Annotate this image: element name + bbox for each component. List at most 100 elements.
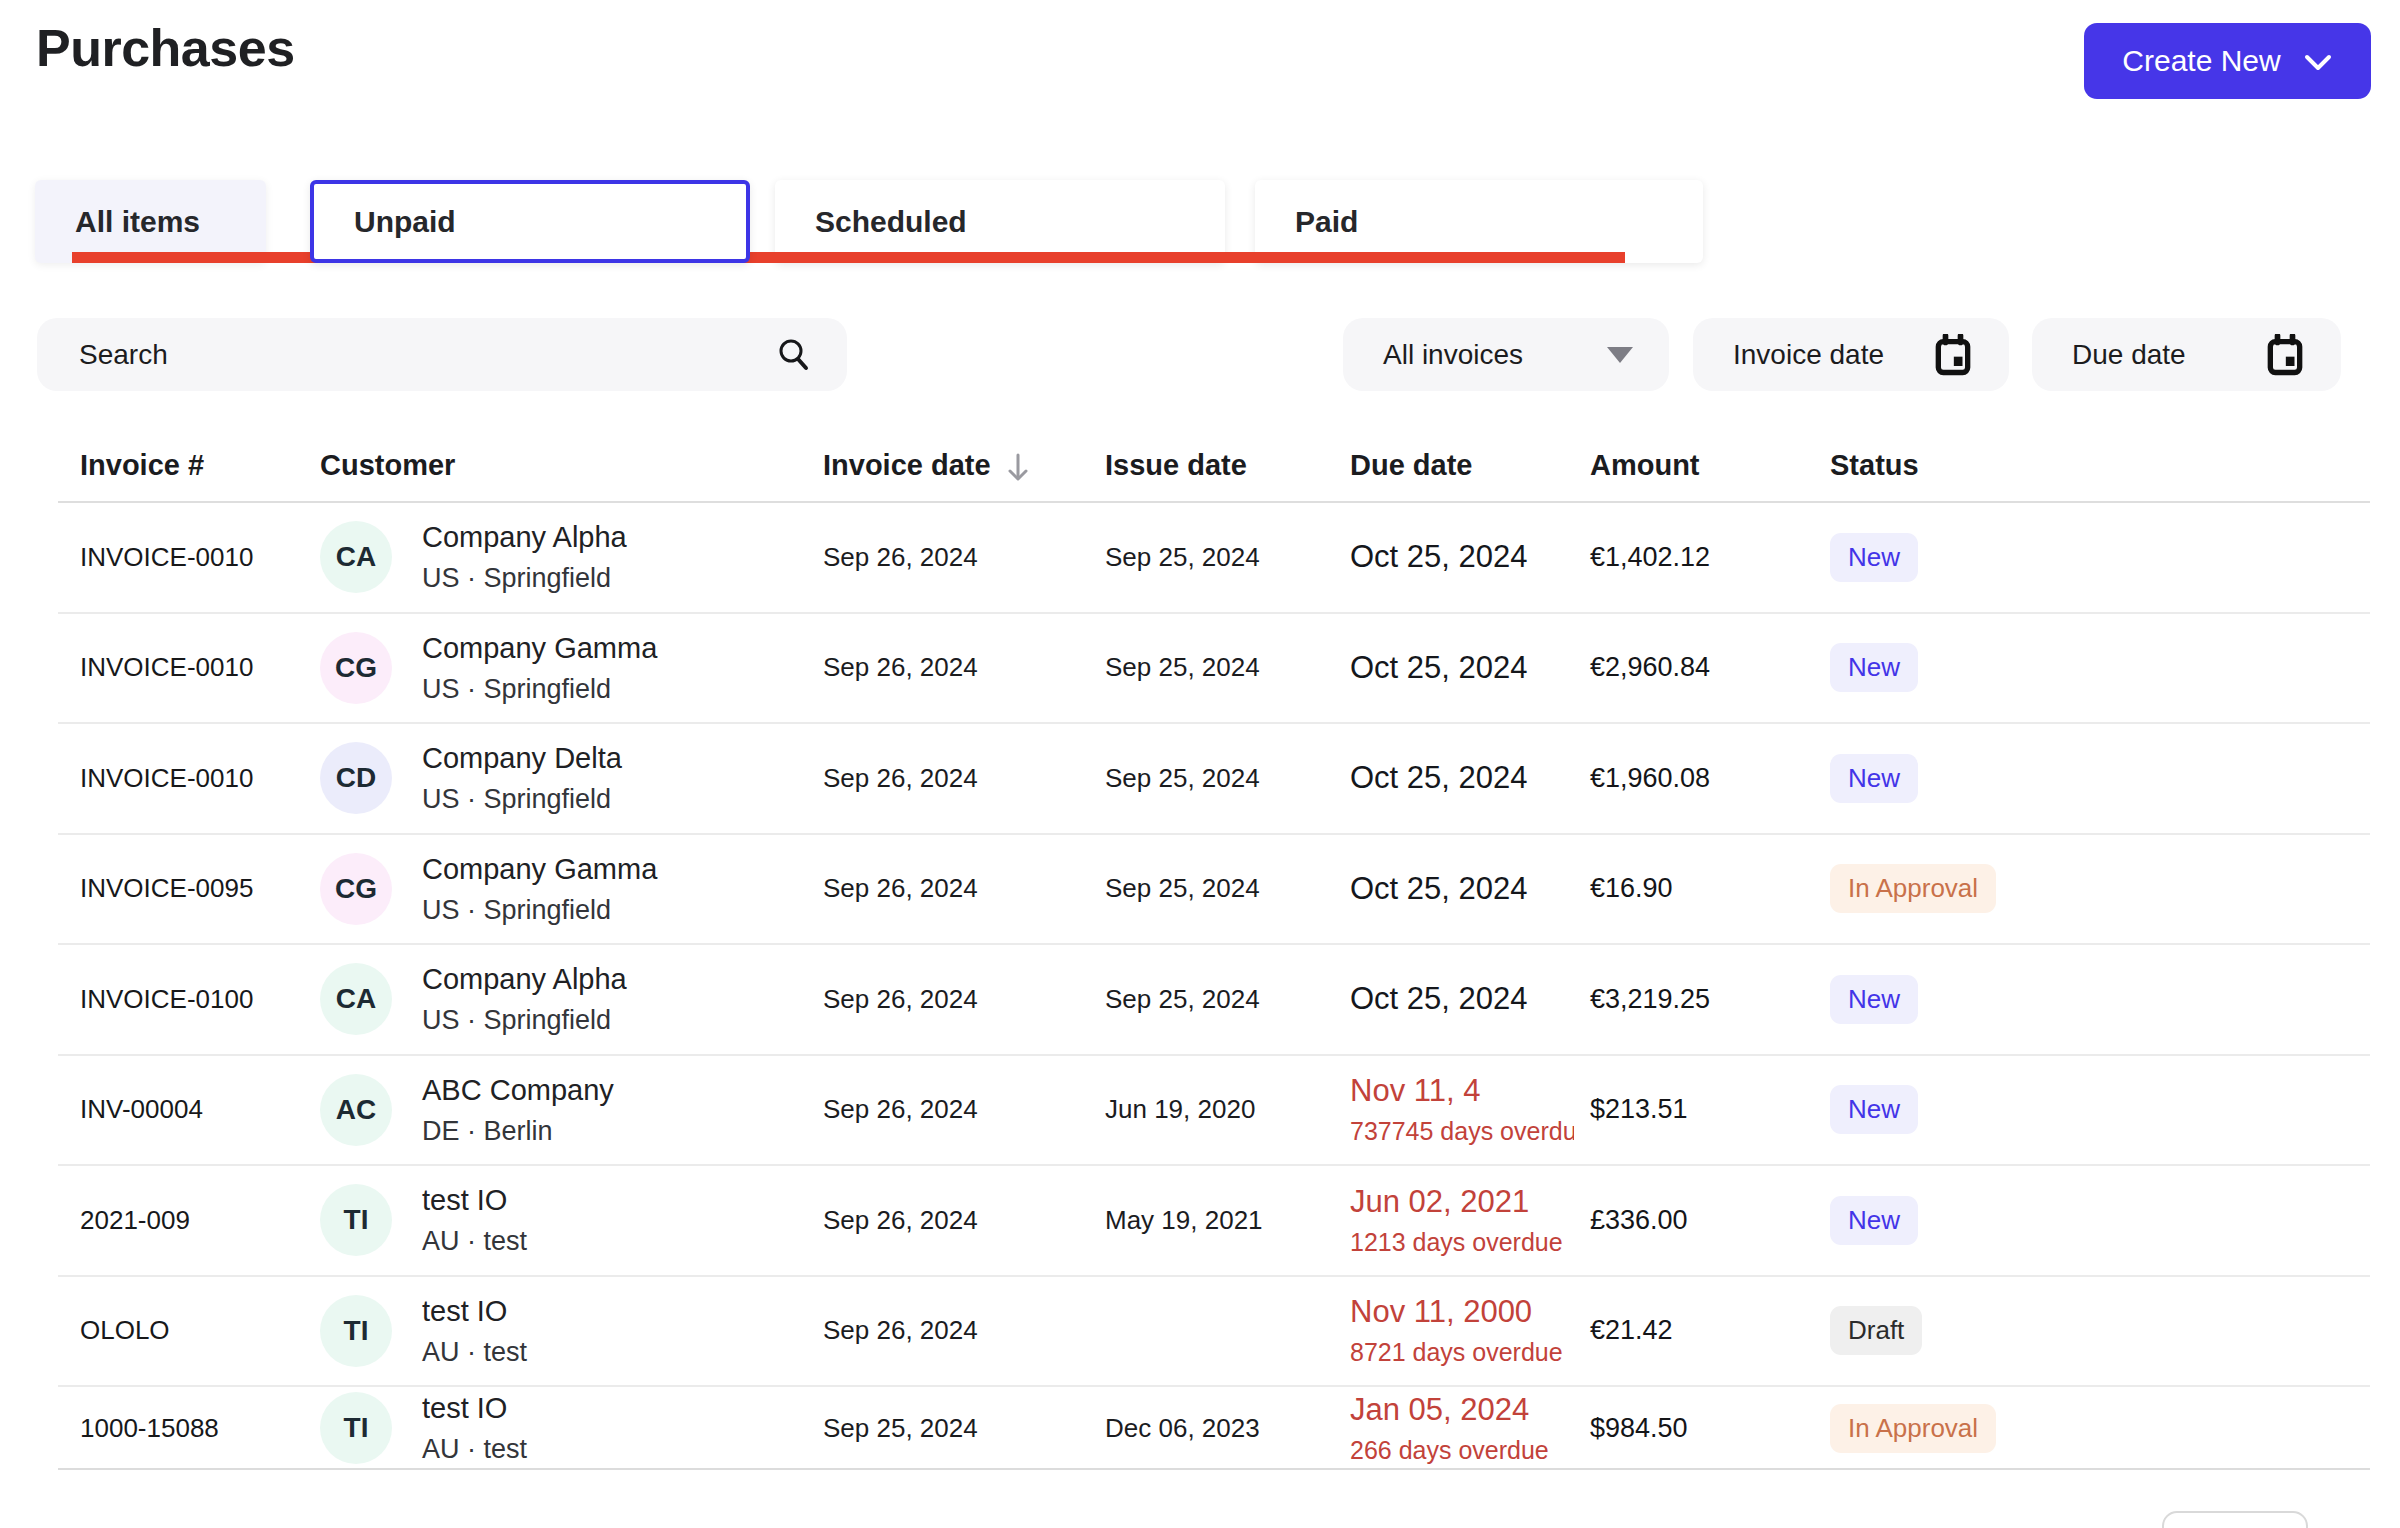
status-badge: In Approval	[1830, 1404, 1996, 1453]
table-header-row: Invoice # Customer Invoice date Issue da…	[58, 430, 2370, 503]
column-header-invoice-date[interactable]: Invoice date	[823, 448, 1105, 484]
invoice-number: INVOICE-0010	[80, 652, 320, 683]
amount: $213.51	[1590, 1094, 1830, 1125]
table-row[interactable]: 1000-15088 TI test IO AU · test Sep 25, …	[58, 1387, 2370, 1470]
amount: €21.42	[1590, 1315, 1830, 1346]
invoice-date: Sep 25, 2024	[823, 1413, 1105, 1444]
invoice-type-filter[interactable]: All invoices	[1343, 318, 1669, 391]
invoice-date: Sep 26, 2024	[823, 1094, 1105, 1125]
due-date: Oct 25, 2024	[1350, 871, 1574, 907]
overdue-note: 1213 days overdue	[1350, 1228, 1574, 1257]
status-cell: New	[1830, 533, 2370, 582]
overdue-note: 266 days overdue	[1350, 1436, 1574, 1465]
customer-text: Company Alpha US · Springfield	[422, 516, 627, 598]
invoice-number: 1000-15088	[80, 1413, 320, 1444]
status-cell: New	[1830, 975, 2370, 1024]
due-date-filter[interactable]: Due date	[2032, 318, 2341, 391]
table-row[interactable]: OLOLO TI test IO AU · test Sep 26, 2024 …	[58, 1277, 2370, 1388]
customer-location: DE · Berlin	[422, 1111, 614, 1151]
amount: €1,402.12	[1590, 542, 1830, 573]
due-date: Jan 05, 2024	[1350, 1392, 1574, 1428]
amount: $984.50	[1590, 1413, 1830, 1444]
due-date-cell: Nov 11, 4 737745 days overdue	[1350, 1073, 1574, 1146]
calendar-icon	[1933, 334, 1973, 376]
customer-text: test IO AU · test	[422, 1179, 527, 1261]
tab-all-items[interactable]: All items	[35, 180, 266, 263]
create-new-button[interactable]: Create New	[2084, 23, 2371, 99]
tab-unpaid[interactable]: Unpaid	[310, 180, 750, 263]
due-date-cell: Nov 11, 2000 8721 days overdue	[1350, 1294, 1574, 1367]
column-header-status[interactable]: Status	[1830, 449, 2370, 482]
page-title: Purchases	[36, 18, 295, 78]
status-cell: New	[1830, 1196, 2370, 1245]
issue-date: Sep 25, 2024	[1105, 873, 1350, 904]
due-date: Oct 25, 2024	[1350, 981, 1574, 1017]
invoice-date: Sep 26, 2024	[823, 984, 1105, 1015]
customer-name: test IO	[422, 1290, 527, 1332]
invoice-number: INVOICE-0095	[80, 873, 320, 904]
customer-text: Company Alpha US · Springfield	[422, 958, 627, 1040]
table-row[interactable]: INV-00004 AC ABC Company DE · Berlin Sep…	[58, 1056, 2370, 1167]
chevron-down-icon	[2303, 53, 2333, 73]
issue-date: Sep 25, 2024	[1105, 652, 1350, 683]
table-row[interactable]: INVOICE-0010 CD Company Delta US · Sprin…	[58, 724, 2370, 835]
status-cell: New	[1830, 754, 2370, 803]
invoice-number: INV-00004	[80, 1094, 320, 1125]
table-row[interactable]: INVOICE-0010 CA Company Alpha US · Sprin…	[58, 503, 2370, 614]
customer-cell: CA Company Alpha US · Springfield	[320, 958, 823, 1040]
table-row[interactable]: 2021-009 TI test IO AU · test Sep 26, 20…	[58, 1166, 2370, 1277]
tab-unpaid-label: Unpaid	[354, 205, 456, 239]
customer-name: ABC Company	[422, 1069, 614, 1111]
due-date-cell: Jan 05, 2024 266 days overdue	[1350, 1392, 1574, 1465]
status-cell: New	[1830, 1085, 2370, 1134]
tab-underline	[72, 252, 1625, 263]
invoice-number: INVOICE-0010	[80, 763, 320, 794]
customer-name: Company Gamma	[422, 848, 657, 890]
customer-cell: CG Company Gamma US · Springfield	[320, 848, 823, 930]
tab-bar: All items Unpaid Scheduled Paid	[0, 180, 2400, 272]
tab-scheduled[interactable]: Scheduled	[775, 180, 1225, 263]
customer-name: Company Alpha	[422, 958, 627, 1000]
customer-location: US · Springfield	[422, 779, 622, 819]
column-header-issue-date[interactable]: Issue date	[1105, 449, 1350, 482]
table-row[interactable]: INVOICE-0095 CG Company Gamma US · Sprin…	[58, 835, 2370, 946]
customer-cell: CG Company Gamma US · Springfield	[320, 627, 823, 709]
invoices-table: Invoice # Customer Invoice date Issue da…	[58, 430, 2370, 1470]
column-header-invoice-number[interactable]: Invoice #	[80, 449, 320, 482]
invoice-number: INVOICE-0100	[80, 984, 320, 1015]
customer-name: Company Gamma	[422, 627, 657, 669]
customer-text: test IO AU · test	[422, 1290, 527, 1372]
status-cell: Draft	[1830, 1306, 2370, 1355]
avatar: CG	[320, 853, 392, 925]
status-badge: Draft	[1830, 1306, 1922, 1355]
table-row[interactable]: INVOICE-0010 CG Company Gamma US · Sprin…	[58, 614, 2370, 725]
search-input[interactable]	[37, 339, 775, 371]
customer-cell: AC ABC Company DE · Berlin	[320, 1069, 823, 1151]
invoice-date-filter[interactable]: Invoice date	[1693, 318, 2009, 391]
status-badge: New	[1830, 1085, 1918, 1134]
issue-date: Jun 19, 2020	[1105, 1094, 1350, 1125]
status-badge: In Approval	[1830, 864, 1996, 913]
table-row[interactable]: INVOICE-0100 CA Company Alpha US · Sprin…	[58, 945, 2370, 1056]
customer-location: AU · test	[422, 1429, 527, 1469]
avatar: AC	[320, 1074, 392, 1146]
overdue-note: 737745 days overdue	[1350, 1117, 1574, 1146]
overdue-note: 8721 days overdue	[1350, 1338, 1574, 1367]
status-badge: New	[1830, 533, 1918, 582]
customer-name: test IO	[422, 1179, 527, 1221]
avatar: TI	[320, 1184, 392, 1256]
purchases-page: Purchases Create New All items Unpaid Sc…	[0, 0, 2400, 1528]
search-icon[interactable]	[775, 336, 813, 374]
due-date-cell: Oct 25, 2024	[1350, 981, 1574, 1017]
create-new-label: Create New	[2122, 44, 2280, 78]
invoice-date: Sep 26, 2024	[823, 873, 1105, 904]
invoice-number: INVOICE-0010	[80, 542, 320, 573]
customer-location: US · Springfield	[422, 558, 627, 598]
due-date: Jun 02, 2021	[1350, 1184, 1574, 1220]
issue-date: Sep 25, 2024	[1105, 984, 1350, 1015]
pagination-button-partial[interactable]	[2162, 1511, 2308, 1528]
column-header-due-date[interactable]: Due date	[1350, 449, 1590, 482]
column-header-amount[interactable]: Amount	[1590, 449, 1830, 482]
column-header-customer[interactable]: Customer	[320, 449, 823, 482]
tab-paid[interactable]: Paid	[1255, 180, 1703, 263]
